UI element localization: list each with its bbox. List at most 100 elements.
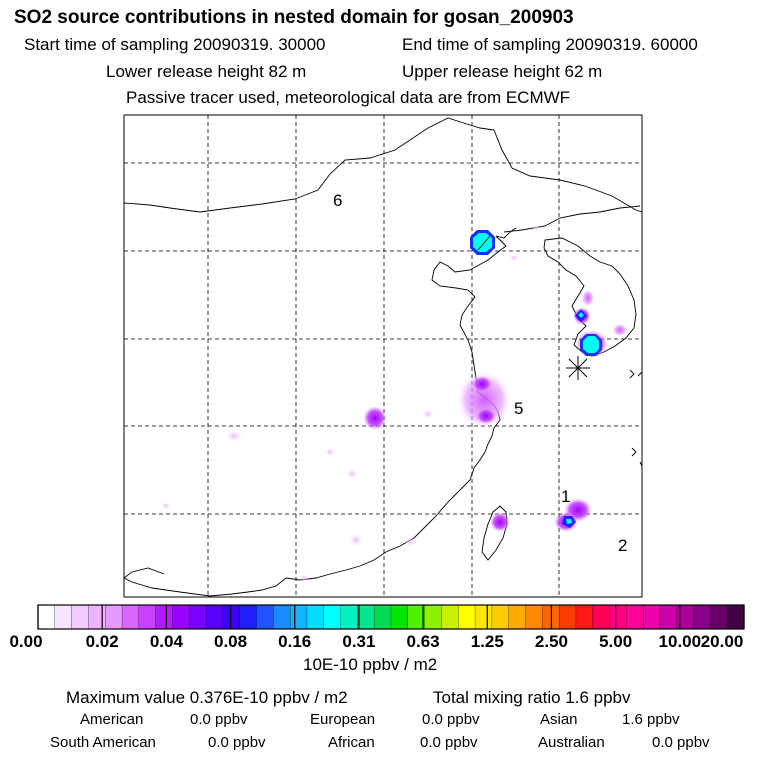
european-label: European	[310, 711, 376, 728]
colorbar-cell	[626, 604, 644, 630]
tracer-note: Passive tracer used, meteorological data…	[126, 88, 571, 107]
colorbar-cell	[693, 604, 711, 630]
spot	[405, 537, 415, 547]
spot-core	[473, 233, 492, 252]
colorbar-cell	[558, 604, 577, 630]
start-time: Start time of sampling 20090319. 30000	[24, 35, 326, 54]
colorbar-cell	[306, 604, 325, 630]
colorbar-cell	[105, 604, 123, 630]
asian-label: Asian	[540, 711, 578, 728]
maximum-value: Maximum value 0.376E-10 ppbv / m2	[66, 688, 348, 707]
spot	[422, 409, 434, 419]
colorbar-cell	[407, 604, 426, 630]
colorbar-cell	[239, 604, 257, 630]
colorbar-tick-label: 0.08	[213, 632, 248, 651]
colorbar-cell	[710, 604, 728, 630]
south-american-label: South American	[50, 734, 156, 751]
spot	[349, 533, 363, 547]
region-label-5: 5	[514, 399, 523, 418]
region-label-6: 6	[333, 191, 342, 210]
colorbar-cell	[508, 604, 526, 630]
colorbar-tick-label: 0.63	[406, 632, 440, 651]
colorbar-cell	[374, 604, 392, 630]
spot	[325, 447, 335, 457]
colorbar-cell	[659, 604, 678, 630]
colorbar-cell	[273, 604, 291, 630]
colorbar-cell	[121, 604, 140, 630]
colorbar-cell	[256, 604, 274, 630]
colorbar-cell	[491, 604, 510, 630]
spot-core	[566, 519, 572, 524]
upper-release-height: Upper release height 62 m	[402, 62, 603, 81]
south-american-value: 0.0 ppbv	[208, 734, 266, 751]
colorbar-tick-label: 1.25	[470, 632, 504, 651]
australian-value: 0.0 ppbv	[652, 734, 710, 751]
spot	[476, 408, 496, 424]
region-label-1: 1	[561, 487, 570, 506]
spot	[458, 372, 510, 428]
colorbar-cell	[340, 604, 358, 630]
total-mixing-ratio: Total mixing ratio 1.6 ppbv	[433, 688, 631, 707]
colorbar-tick-label: 10.00	[658, 632, 702, 651]
spot	[613, 324, 627, 336]
spot	[509, 254, 519, 262]
spot-core	[578, 312, 584, 318]
colorbar-cell	[172, 604, 190, 630]
colorbar-cell	[458, 604, 476, 630]
region-label-2: 2	[618, 536, 627, 555]
colorbar-cell	[289, 604, 308, 630]
end-time: End time of sampling 20090319. 60000	[402, 35, 698, 54]
colorbar-tick-label: 0.02	[85, 632, 119, 651]
spot	[161, 502, 171, 510]
spot	[490, 512, 510, 532]
spot	[299, 574, 309, 582]
colorbar-cell	[390, 604, 409, 630]
american-value: 0.0 ppbv	[190, 711, 248, 728]
colorbar-cell	[542, 604, 560, 630]
colorbar-cell	[189, 604, 207, 630]
european-value: 0.0 ppbv	[422, 711, 480, 728]
colorbar-tick-label: 0.00	[9, 632, 43, 651]
colorbar-cell	[138, 604, 157, 630]
australian-label: Australian	[538, 734, 605, 751]
map-frame	[123, 114, 643, 598]
colorbar-tick-label: 0.16	[278, 632, 312, 651]
asterisk-icon	[566, 356, 590, 380]
colorbar-tick-label: 20.00	[700, 632, 744, 651]
asian-value: 1.6 ppbv	[622, 711, 680, 728]
colorbar-tick-label: 2.50	[534, 632, 568, 651]
colorbar-cell	[592, 604, 610, 630]
colorbar-cell	[642, 604, 661, 630]
colorbar-cell	[727, 604, 745, 630]
colorbar-cell	[357, 604, 375, 630]
african-value: 0.0 ppbv	[420, 734, 478, 751]
colorbar-tick-label: 0.31	[342, 632, 376, 651]
colorbar-cell	[424, 604, 442, 630]
spot	[363, 406, 387, 430]
colorbar-cell	[525, 604, 543, 630]
chart-title: SO2 source contributions in nested domai…	[14, 7, 574, 28]
colorbar-cell	[441, 604, 459, 630]
source-spots	[161, 225, 627, 582]
african-label: African	[328, 734, 375, 751]
colorbar-cell	[71, 604, 89, 630]
colorbar-cell	[474, 604, 493, 630]
colorbar-cell	[575, 604, 594, 630]
colorbar-tick-label: 0.04	[149, 632, 183, 651]
colorbar-cell	[155, 604, 173, 630]
spot	[582, 290, 594, 306]
colorbar-cell	[88, 604, 106, 630]
colorbar-cell	[54, 604, 73, 630]
spot	[532, 225, 540, 231]
colorbar-cell	[222, 604, 241, 630]
spot	[225, 430, 243, 442]
spot	[346, 469, 358, 479]
spot-core	[583, 336, 599, 353]
american-label: American	[80, 711, 144, 728]
colorbar-cell	[205, 604, 224, 630]
colorbar-tick-label: 5.00	[599, 632, 633, 651]
colorbar-cell	[609, 604, 627, 630]
colorbar-cell	[37, 604, 56, 630]
